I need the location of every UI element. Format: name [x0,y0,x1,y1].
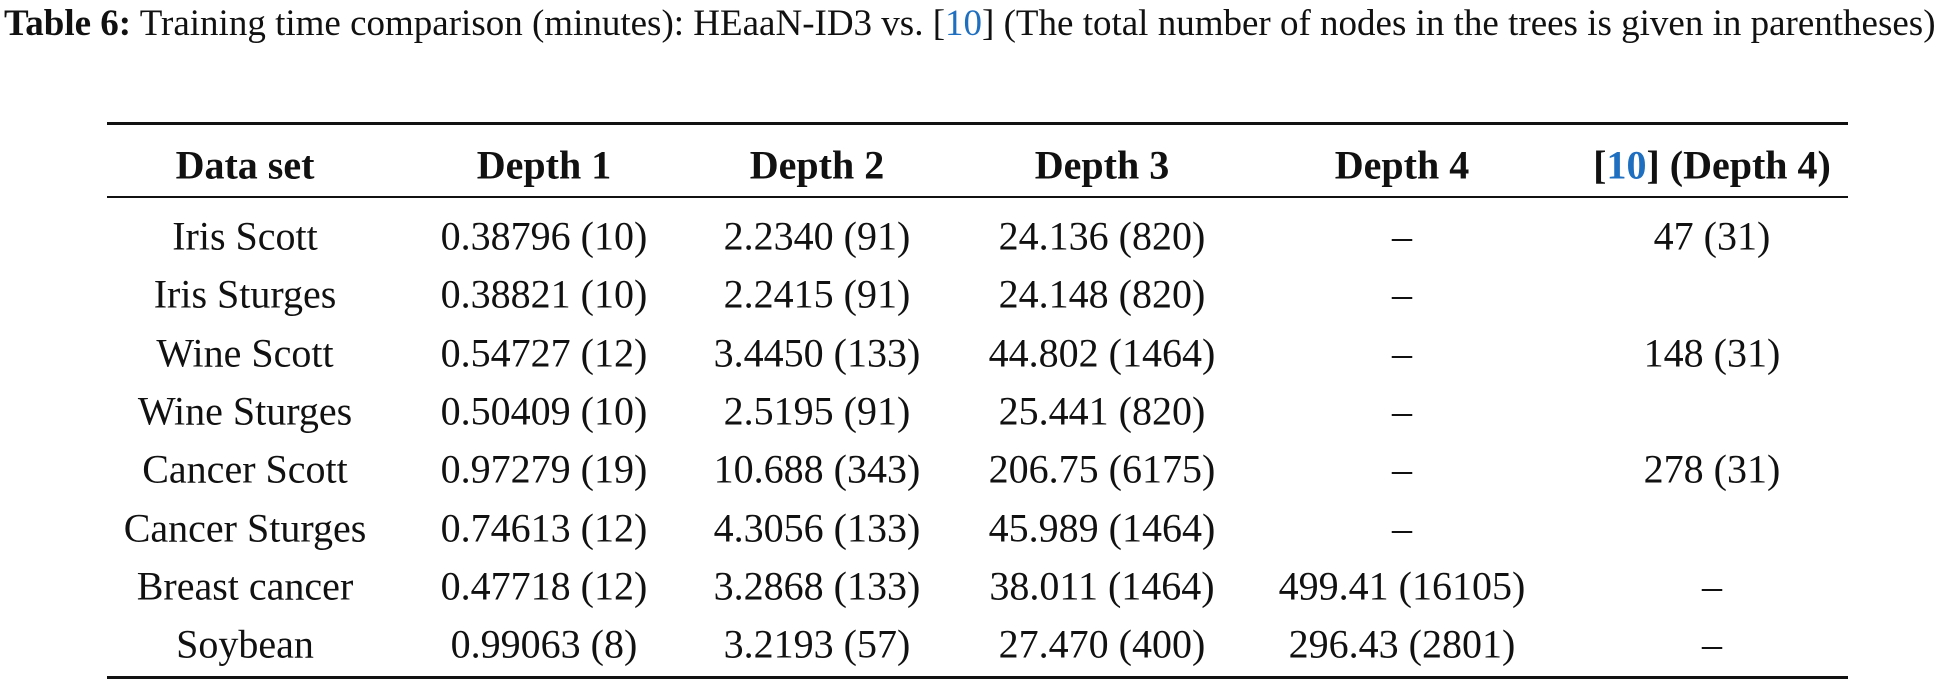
table-cell: 0.99063 (8) [450,621,638,667]
row-label: Cancer Scott [142,446,348,492]
column-header: Data set [175,142,315,188]
row-label: Soybean [176,621,314,667]
caption-text: ] (The total number of nodes in the tree… [982,3,1936,44]
row-label: Iris Scott [172,213,318,259]
table-cell: 3.2868 (133) [713,563,921,609]
header-text: [ [1593,142,1607,188]
table-cell: – [1392,271,1412,317]
row-label: Wine Scott [156,330,334,376]
row-label: Cancer Sturges [123,505,367,550]
citation-link[interactable]: 10 [945,3,983,44]
table-cell: 0.97279 (19) [440,446,648,492]
table-cell: 3.2193 (57) [723,621,911,667]
caption-label: Table 6: [4,3,132,44]
table-cell: 27.470 (400) [998,621,1206,667]
table-cell: 24.136 (820) [998,213,1206,259]
table-cell: 3.4450 (133) [713,330,921,376]
column-header: [10] (Depth 4) [1593,142,1831,189]
table-cell: 24.148 (820) [998,271,1206,317]
table-cell: 278 (31) [1643,446,1781,492]
row-label: Wine Sturges [137,388,353,434]
bottom-rule [107,676,1848,679]
table-cell: 10.688 (343) [713,446,921,492]
caption-text: Training time comparison (minutes): HEaa… [139,3,946,44]
row-label: Breast cancer [136,563,354,609]
table-cell: 499.41 (16105) [1278,563,1526,609]
table-cell: 0.50409 (10) [440,388,648,434]
table-cell: 38.011 (1464) [989,563,1215,609]
table-cell: 0.54727 (12) [440,330,648,376]
table-cell: – [1702,621,1722,667]
table-cell: 0.38796 (10) [440,213,648,259]
mid-rule [107,196,1848,198]
table-cell: 0.47718 (12) [440,563,648,609]
table-cell: 148 (31) [1643,330,1781,376]
table-cell: 44.802 (1464) [988,330,1216,376]
header-text: ] (Depth 4) [1646,142,1831,188]
table-cell: 47 (31) [1653,213,1771,259]
column-header: Depth 3 [1034,142,1170,188]
table-cell: 4.3056 (133) [713,505,921,550]
row-label: Iris Sturges [153,271,337,317]
table-caption: Table 6: Training time comparison (minut… [4,0,1952,47]
table-cell: 0.38821 (10) [440,271,648,317]
table-cell: – [1392,505,1412,550]
table-cell: – [1392,446,1412,492]
column-header: Depth 2 [749,142,885,188]
table-cell: 2.2415 (91) [723,271,911,317]
table-cell: 45.989 (1464) [988,505,1216,550]
table-cell: – [1392,330,1412,376]
table-cell: 2.2340 (91) [723,213,911,259]
citation-link[interactable]: 10 [1606,142,1647,188]
column-header: Depth 4 [1334,142,1470,188]
table-cell: 25.441 (820) [998,388,1206,434]
table-cell: – [1392,213,1412,259]
table-cell: 2.5195 (91) [723,388,911,434]
table-cell: – [1702,563,1722,609]
table-cell: – [1392,388,1412,434]
column-header: Depth 1 [476,142,612,188]
table-cell: 296.43 (2801) [1288,621,1516,667]
top-rule [107,122,1848,125]
table-cell: 206.75 (6175) [988,446,1216,492]
table-cell: 0.74613 (12) [440,505,648,550]
